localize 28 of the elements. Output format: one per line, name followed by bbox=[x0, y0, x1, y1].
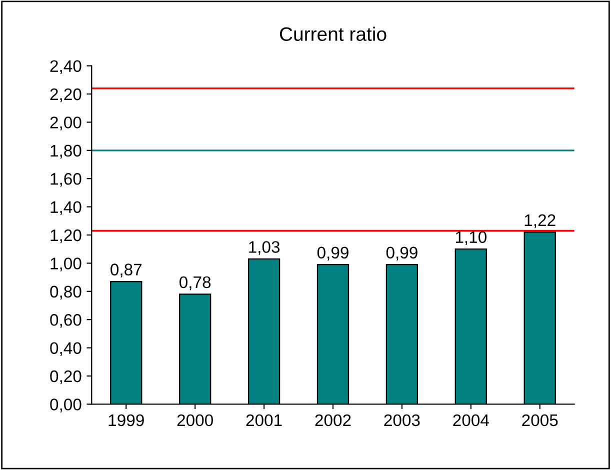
data-label: 0,87 bbox=[110, 264, 142, 278]
data-label: 0,99 bbox=[317, 246, 348, 261]
y-tick-label: 0,20 bbox=[50, 370, 82, 384]
y-tick-label: 0,00 bbox=[50, 398, 82, 412]
data-label: 0,99 bbox=[386, 246, 418, 261]
x-tick-label: 2003 bbox=[384, 414, 420, 426]
y-tick-label: 2,20 bbox=[50, 88, 82, 102]
data-label: 1,22 bbox=[524, 214, 556, 228]
y-tick-label: 1,40 bbox=[50, 201, 82, 215]
y-tick-label: 0,60 bbox=[50, 314, 82, 328]
data-label: 1,10 bbox=[456, 231, 486, 245]
y-tick-label: 1,20 bbox=[50, 229, 82, 244]
x-tick-label: 2002 bbox=[315, 414, 351, 426]
y-tick-label: 1,00 bbox=[50, 258, 82, 272]
y-tick-label: 1,60 bbox=[50, 173, 82, 187]
x-tick-label: 2004 bbox=[453, 414, 489, 426]
x-tick-label: 2000 bbox=[177, 414, 213, 426]
data-label: 1,03 bbox=[249, 241, 280, 255]
x-tick-label: 1999 bbox=[108, 414, 144, 426]
y-tick-label: 0,40 bbox=[50, 342, 82, 356]
y-tick-label: 1,80 bbox=[50, 144, 82, 159]
x-tick-label: 2001 bbox=[246, 414, 282, 426]
y-tick-label: 0,80 bbox=[50, 286, 82, 300]
x-tick-label: 2005 bbox=[522, 414, 558, 426]
chart-title: Current ratio bbox=[280, 26, 386, 41]
y-tick-label: 2,40 bbox=[50, 60, 82, 74]
data-label: 0,78 bbox=[180, 276, 211, 290]
y-tick-label: 2,00 bbox=[50, 116, 82, 130]
